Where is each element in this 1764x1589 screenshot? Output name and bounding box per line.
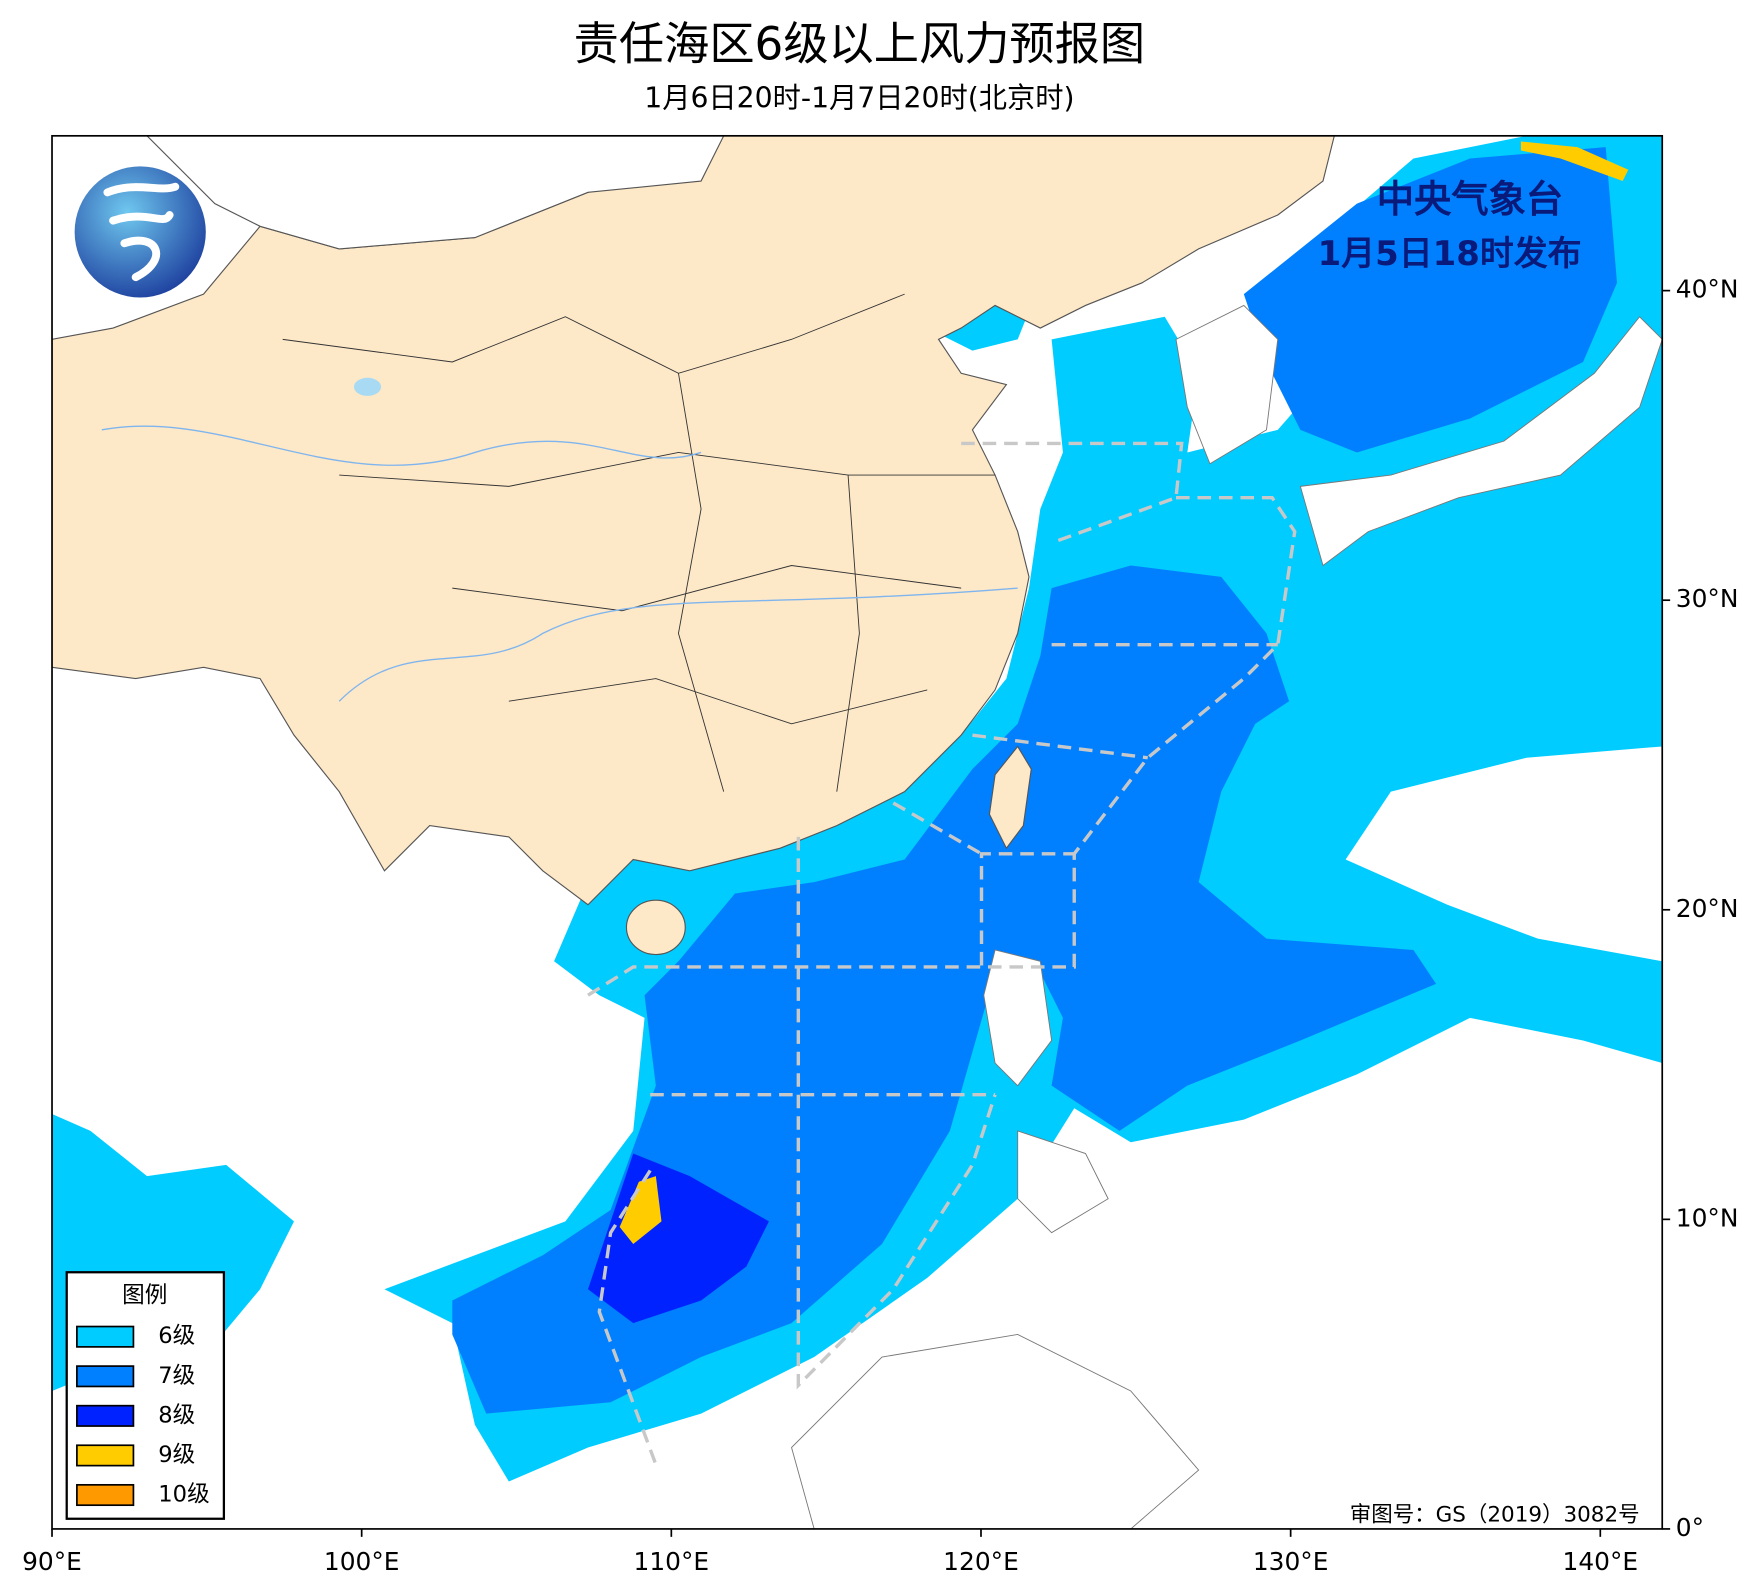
- review-number: 审图号：GS（2019）3082号: [1350, 1502, 1640, 1527]
- x-tick-label: 90°E: [22, 1547, 82, 1576]
- map-frame: [51, 134, 1664, 1530]
- land-philippines: [983, 949, 1109, 1234]
- land-taiwan: [988, 745, 1032, 850]
- legend-label: 8级: [158, 1402, 195, 1428]
- land-hainan: [625, 899, 686, 956]
- legend-title: 图例: [122, 1282, 167, 1308]
- x-tick-label: 100°E: [324, 1547, 400, 1576]
- map-area: [52, 135, 1663, 1529]
- sea-area-boundaries: [587, 441, 1297, 1466]
- rivers: [101, 425, 1018, 702]
- x-tick-label: 130°E: [1253, 1547, 1329, 1576]
- legend-label: 10级: [158, 1482, 209, 1508]
- title: 责任海区6级以上风力预报图: [574, 18, 1145, 71]
- y-tick-label: 0°: [1676, 1513, 1704, 1542]
- legend-label: 7级: [158, 1363, 195, 1389]
- wind-area-9: [1520, 141, 1629, 182]
- land-japan: [1299, 316, 1663, 567]
- x-tick-label: 140°E: [1563, 1547, 1639, 1576]
- land-borneo: [791, 1333, 1200, 1529]
- legend-swatch: [76, 1404, 135, 1427]
- logo: [74, 166, 206, 298]
- y-tick-label: 10°N: [1676, 1203, 1739, 1232]
- province-borders: [282, 293, 996, 792]
- legend-swatch: [76, 1325, 135, 1348]
- wind-area-7: [1243, 147, 1617, 453]
- legend-label: 9级: [158, 1442, 195, 1468]
- legend: 图例 6级 7级 8级 9级 10级: [65, 1271, 226, 1520]
- x-tick-label: 110°E: [634, 1547, 710, 1576]
- legend-label: 6级: [158, 1323, 195, 1349]
- y-tick-label: 30°N: [1676, 584, 1739, 613]
- legend-swatch: [76, 1444, 135, 1467]
- land-mongolia: [146, 135, 725, 250]
- x-tick-label: 120°E: [943, 1547, 1019, 1576]
- y-tick-label: 40°N: [1676, 275, 1739, 304]
- subtitle: 1月6日20时-1月7日20时(北京时): [644, 82, 1074, 115]
- y-tick-label: 20°N: [1676, 894, 1739, 923]
- land-korea: [1175, 304, 1279, 465]
- wind-area-9: [619, 1176, 662, 1244]
- legend-swatch: [76, 1365, 135, 1388]
- legend-swatch: [76, 1483, 135, 1507]
- issue-time: 1月5日18时发布: [1318, 234, 1582, 273]
- issuer-name: 中央气象台: [1377, 177, 1563, 221]
- lake: [353, 377, 382, 396]
